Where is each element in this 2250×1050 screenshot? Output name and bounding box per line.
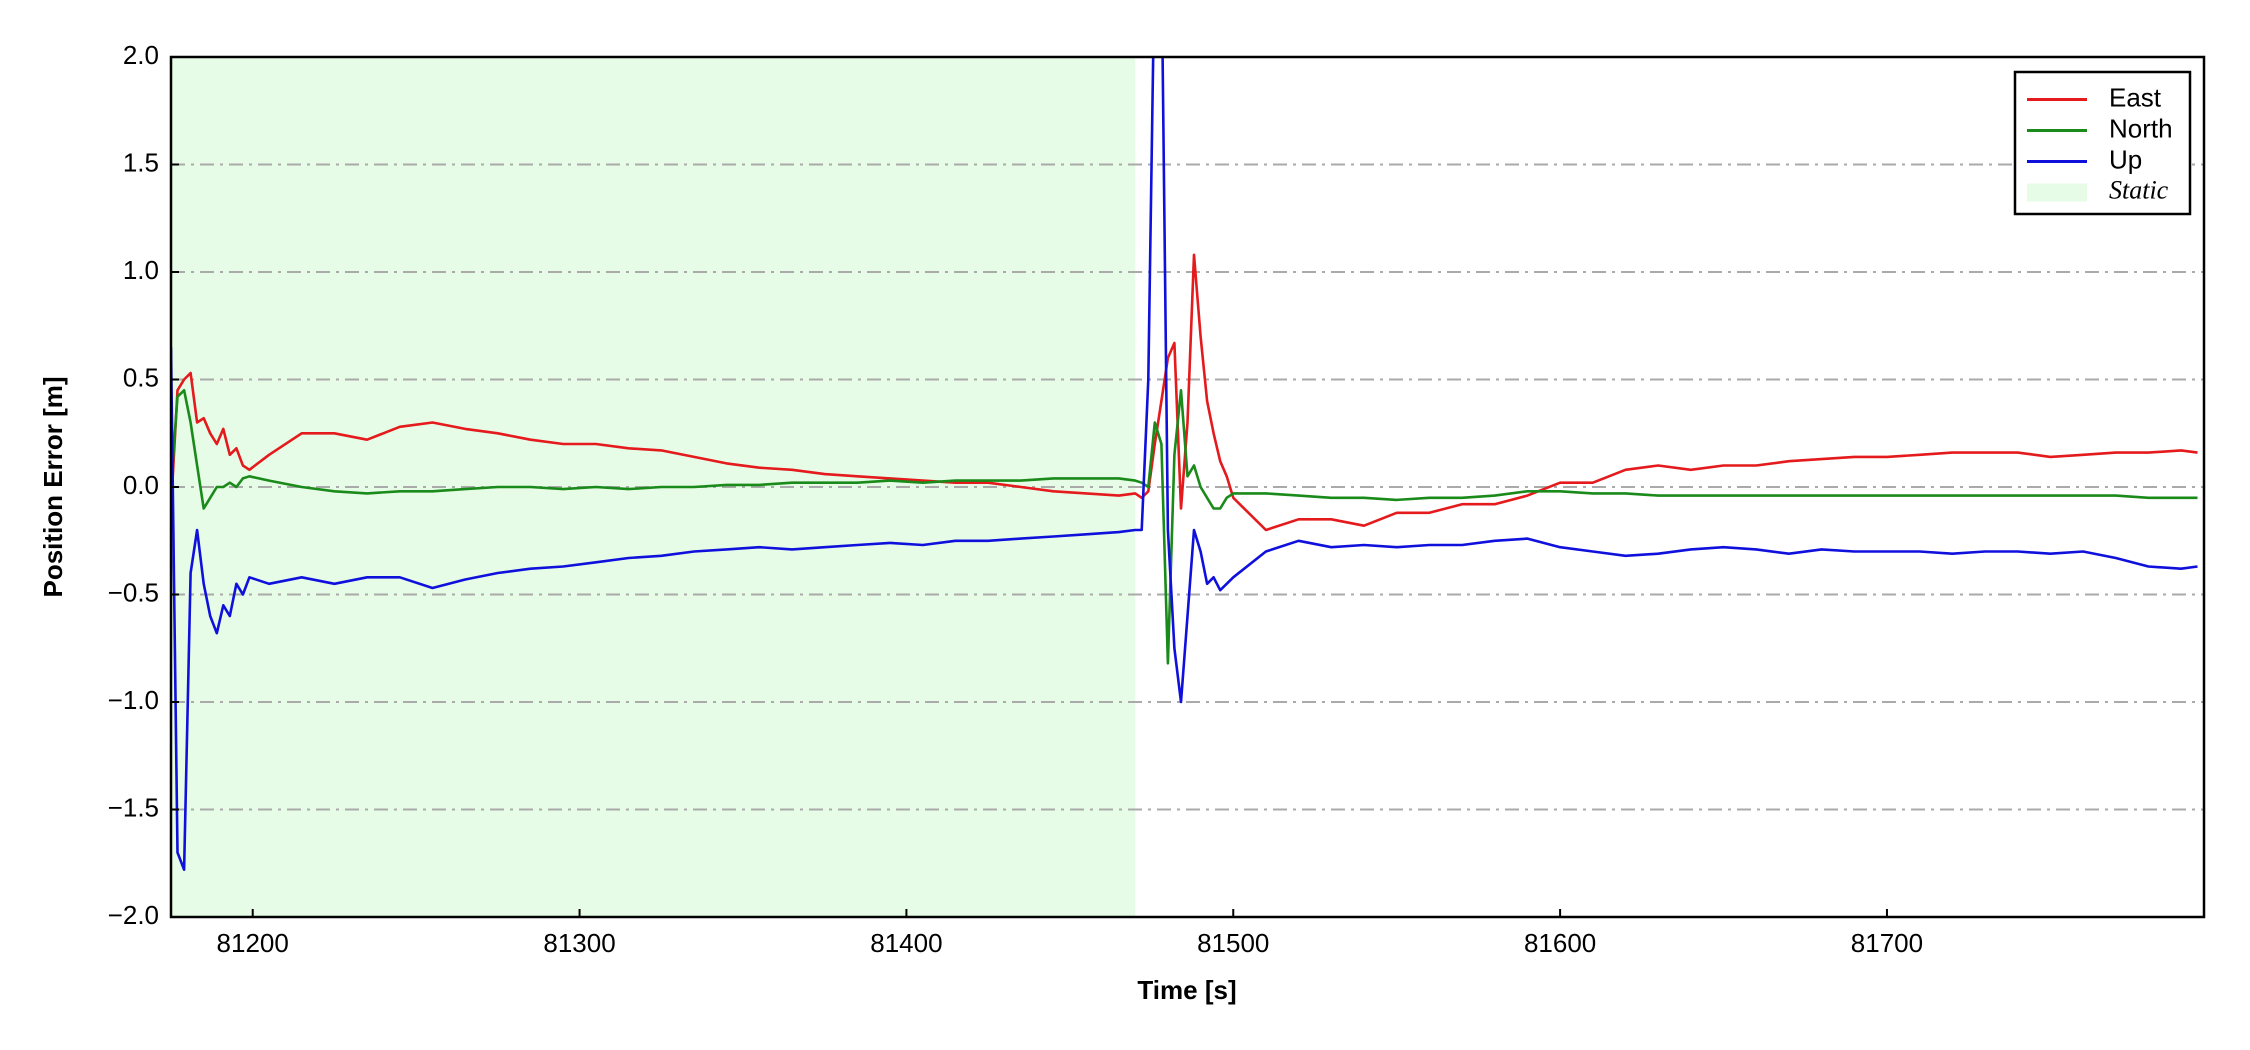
x-tick-label: 81400 xyxy=(870,928,942,958)
y-tick-label: 0.0 xyxy=(123,470,159,500)
y-tick-label: 1.0 xyxy=(123,255,159,285)
legend-label: Static xyxy=(2109,175,2169,204)
series-line xyxy=(171,389,2198,665)
x-tick-label: 81500 xyxy=(1197,928,1269,958)
legend-box xyxy=(2013,70,2192,216)
x-tick-label: 81600 xyxy=(1524,928,1596,958)
legend-swatch xyxy=(2027,183,2087,202)
plot-lines xyxy=(171,57,2198,871)
y-tick-label: 1.5 xyxy=(123,147,159,177)
y-axis-label: Position Error [m] xyxy=(38,376,68,597)
x-tick-label: 81700 xyxy=(1851,928,1923,958)
legend-label: East xyxy=(2109,82,2162,112)
plot-background xyxy=(171,57,2204,917)
y-tick-label: 2.0 xyxy=(123,40,159,70)
y-tick-label: −1.5 xyxy=(108,792,159,822)
x-tick-label: 81300 xyxy=(543,928,615,958)
legend-label: North xyxy=(2109,113,2173,143)
x-tick-label: 81200 xyxy=(217,928,289,958)
y-tick-label: 0.5 xyxy=(123,362,159,392)
y-tick-label: −1.0 xyxy=(108,685,159,715)
series-line xyxy=(171,57,2198,871)
y-tick-label: −2.0 xyxy=(108,900,159,930)
y-tick-label: −0.5 xyxy=(108,577,159,607)
x-axis-label: Time [s] xyxy=(1137,975,1236,1005)
legend-label: Up xyxy=(2109,144,2142,174)
